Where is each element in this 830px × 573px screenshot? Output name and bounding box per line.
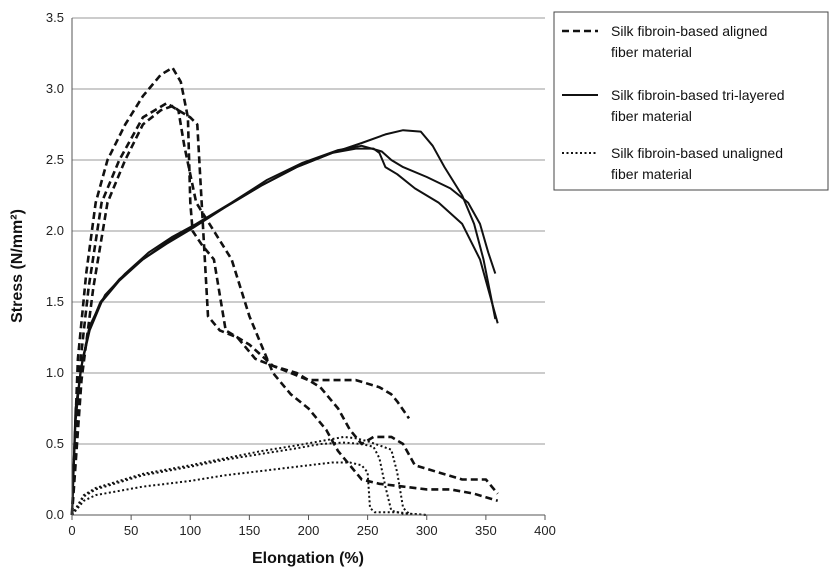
legend-label: fiber material [611,108,692,124]
series-line-dotted-7 [71,441,427,516]
legend-label: Silk fibroin-based tri-layered [611,87,785,103]
x-tick-label: 100 [179,523,201,538]
x-tick-label: 250 [357,523,379,538]
series-line-dashed-2 [70,101,499,516]
y-tick-label: 1.0 [46,365,64,380]
legend: Silk fibroin-based aligned fiber material… [553,11,829,191]
legend-label: fiber material [611,166,692,182]
series-line-solid-5 [71,144,497,516]
legend-label: Silk fibroin-based unaligned [611,145,783,161]
y-tick-label: 2.0 [46,223,64,238]
x-tick-label: 350 [475,523,497,538]
x-axis-title: Elongation (%) [252,550,364,567]
axes [71,18,545,516]
y-tick-label: 0.0 [46,507,64,522]
x-tick-label: 200 [298,523,320,538]
x-tick-label: 300 [416,523,438,538]
y-tick-label: 3.5 [46,10,64,25]
x-tick-label: 150 [239,523,261,538]
series-line-dashed-1 [70,66,411,516]
y-axis-title: Stress (N/mm²) [9,209,26,323]
series-line-solid-6 [71,129,497,516]
legend-box [553,11,829,191]
y-tick-label: 2.5 [46,152,64,167]
series-line-dotted-9 [71,461,427,516]
tick-labels: 0.0 0.5 1.0 1.5 2.0 2.5 3.0 3.5 0 50 100 150 200 250 3… [46,10,556,538]
y-tick-label: 3.0 [46,81,64,96]
y-tick-label: 1.5 [46,294,64,309]
x-tick-label: 50 [124,523,138,538]
series-lines [70,66,499,516]
x-tick-label: 400 [534,523,556,538]
legend-label: fiber material [611,44,692,60]
x-tick-label: 0 [68,523,75,538]
legend-label: Silk fibroin-based aligned [611,23,767,39]
series-line-dashed-3 [70,104,499,516]
gridlines [72,17,545,445]
series-line-solid-4 [71,147,499,516]
y-tick-label: 0.5 [46,436,64,451]
